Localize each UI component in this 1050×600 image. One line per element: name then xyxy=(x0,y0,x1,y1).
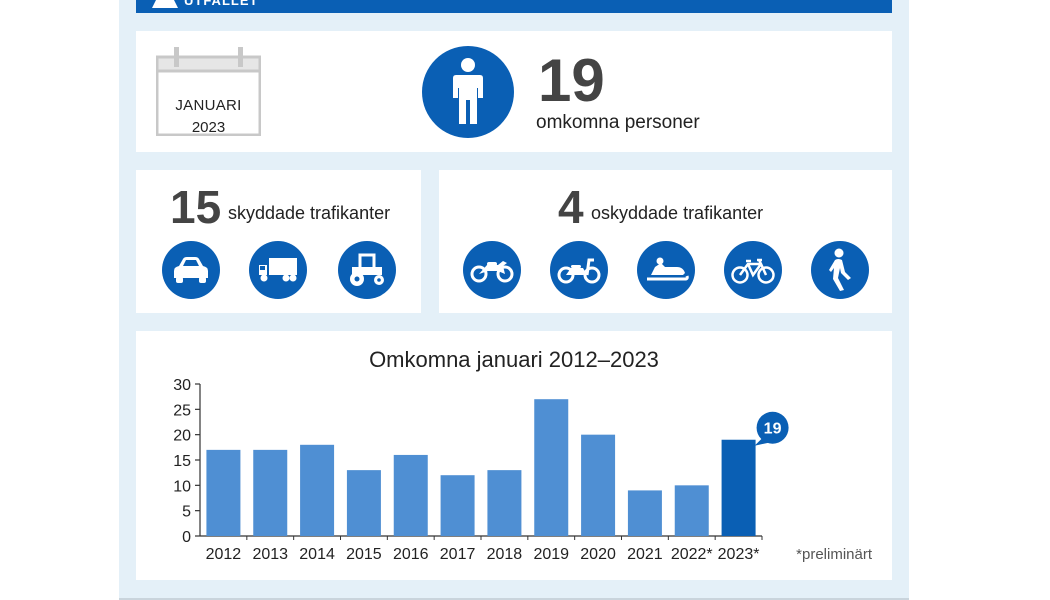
x-tick-label: 2012 xyxy=(206,546,242,563)
highlight-callout: 19 xyxy=(754,411,789,446)
bar-2021 xyxy=(627,490,662,536)
bars xyxy=(206,399,756,536)
bar-2022* xyxy=(674,485,709,536)
bar-2018 xyxy=(487,470,522,536)
bar-2015 xyxy=(346,470,381,536)
chart-footnote: *preliminärt xyxy=(796,546,873,563)
unprotected-label: oskyddade trafikanter xyxy=(591,203,764,223)
x-tick-label: 2022* xyxy=(671,546,713,563)
banner-road-icon xyxy=(152,0,178,8)
unprotected-users-panel: 4 oskyddade trafikanter xyxy=(439,170,892,313)
snowmobile-icon xyxy=(637,241,695,299)
bar-2013 xyxy=(253,449,288,536)
unprotected-number: 4 xyxy=(558,181,584,233)
total-fatalities-label: omkomna personer xyxy=(536,112,700,133)
callout-bubble xyxy=(756,411,789,444)
x-tick-label: 2021 xyxy=(627,546,663,563)
bar-2020 xyxy=(581,434,616,536)
bar-2014 xyxy=(300,444,335,536)
chart-title: Omkomna januari 2012–2023 xyxy=(369,347,659,372)
y-tick-label: 0 xyxy=(182,529,191,546)
x-tick-label: 2018 xyxy=(487,546,523,563)
chart-panel: Omkomna januari 2012–2023 0 5 10 15 20 25 30 2… xyxy=(136,331,892,580)
calendar-year: 2023 xyxy=(191,119,226,136)
bar-2023* xyxy=(721,439,756,536)
protected-number: 15 xyxy=(170,181,222,233)
y-tick-label: 20 xyxy=(173,428,191,445)
person-icon xyxy=(422,46,514,138)
bar-2017 xyxy=(440,475,475,536)
x-axis-labels: 2012 2013 2014 2015 2016 2017 2018 2019 2020 2021… xyxy=(206,536,763,563)
total-fatalities-number: 19 xyxy=(538,47,605,114)
y-tick-label: 25 xyxy=(173,402,191,419)
top-banner: UTFALLET xyxy=(136,0,892,13)
moped-icon xyxy=(550,241,608,299)
bottom-divider xyxy=(119,598,909,600)
x-tick-label: 2014 xyxy=(299,546,335,563)
y-tick-label: 30 xyxy=(173,377,191,394)
x-tick-label: 2017 xyxy=(440,546,476,563)
truck-icon xyxy=(249,241,307,299)
pedestrian-icon xyxy=(811,241,869,299)
x-tick-label: 2019 xyxy=(533,546,569,563)
bar-chart: Omkomna januari 2012–2023 0 5 10 15 20 25 30 2… xyxy=(173,347,873,563)
bicycle-icon xyxy=(724,241,782,299)
car-icon xyxy=(162,241,220,299)
protected-users-panel: 15 skyddade trafikanter xyxy=(136,170,421,313)
bar-2012 xyxy=(206,449,241,536)
calendar-icon: JANUARI 2023 xyxy=(155,47,262,137)
motorcycle-icon xyxy=(463,241,521,299)
y-tick-label: 5 xyxy=(182,504,191,521)
bar-2019 xyxy=(534,399,569,536)
x-tick-label: 2016 xyxy=(393,546,429,563)
x-tick-label: 2015 xyxy=(346,546,382,563)
calendar-month: JANUARI xyxy=(175,97,242,114)
bar-2016 xyxy=(393,454,428,536)
x-tick-label: 2020 xyxy=(580,546,616,563)
banner-label: UTFALLET xyxy=(184,0,259,8)
summary-panel: JANUARI 2023 19 omkomna personer xyxy=(136,31,892,152)
x-tick-label: 2023* xyxy=(718,546,760,563)
x-tick-label: 2013 xyxy=(252,546,288,563)
y-tick-label: 10 xyxy=(173,478,191,495)
callout-value: 19 xyxy=(764,421,782,438)
tractor-icon xyxy=(338,241,396,299)
protected-label: skyddade trafikanter xyxy=(228,203,391,223)
callout-pointer xyxy=(754,438,769,446)
y-tick-label: 15 xyxy=(173,453,191,470)
